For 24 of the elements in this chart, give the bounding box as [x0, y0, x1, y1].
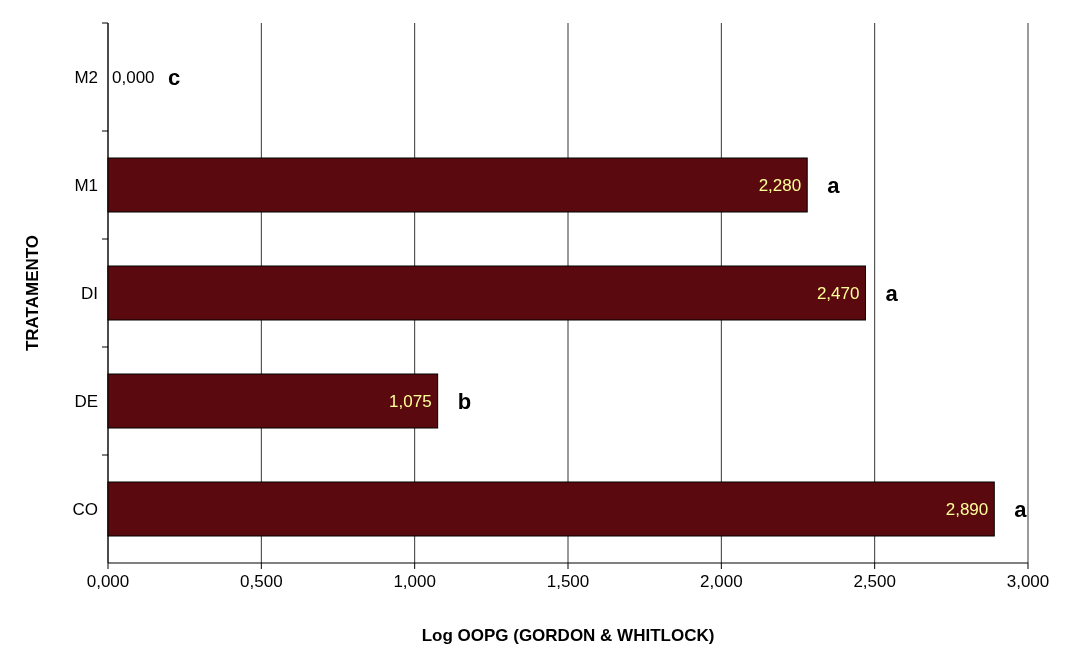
- x-tick-label: 0,000: [86, 572, 130, 591]
- annotation: a: [827, 172, 841, 198]
- x-tick-label: 1,500: [546, 572, 590, 591]
- x-tick-label: 0,500: [240, 572, 283, 591]
- annotation: c: [168, 64, 181, 90]
- y-axis-title: TRATAMENTO: [23, 234, 42, 352]
- x-tick-label: 1,000: [393, 572, 436, 591]
- x-tick-label: 2,000: [700, 572, 743, 591]
- annotation: a: [1014, 496, 1028, 522]
- annotation: a: [885, 280, 899, 306]
- x-tick-label: 2,500: [853, 572, 896, 591]
- y-tick-label: M2: [74, 67, 98, 87]
- y-tick-label: CO: [72, 499, 98, 519]
- y-tick-label: M1: [74, 175, 98, 195]
- y-tick-label: DE: [74, 391, 98, 411]
- data-label: 2,470: [816, 283, 860, 303]
- data-label: 1,075: [389, 391, 432, 411]
- x-axis-title: Log OOPG (GORDON & WHITLOCK): [421, 626, 715, 645]
- x-tick-label: 3,000: [1006, 572, 1050, 591]
- data-label: 0,000: [112, 67, 155, 87]
- data-label: 2,890: [945, 499, 989, 519]
- y-tick-label: DI: [81, 283, 98, 303]
- annotation: b: [457, 388, 472, 414]
- data-label: 2,280: [758, 175, 802, 195]
